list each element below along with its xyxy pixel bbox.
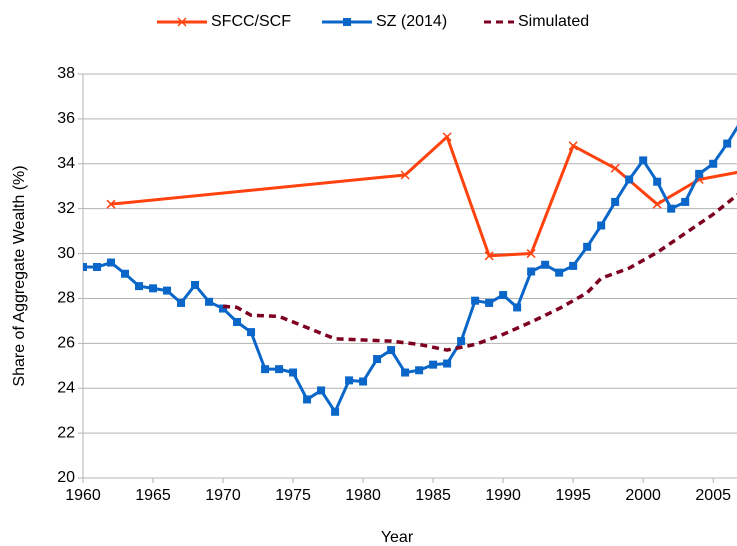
square-marker — [191, 280, 200, 289]
x-marker — [442, 132, 452, 142]
legend-label: Simulated — [518, 13, 589, 30]
x-marker — [106, 199, 116, 209]
square-marker — [555, 268, 564, 277]
x-tick-label: 1980 — [345, 487, 381, 504]
square-marker — [695, 169, 704, 178]
square-marker — [275, 365, 284, 374]
square-marker — [569, 261, 578, 270]
square-marker — [83, 263, 87, 272]
square-marker — [345, 376, 354, 385]
square-marker — [373, 355, 382, 364]
square-marker — [149, 284, 158, 293]
y-tick-label: 30 — [57, 245, 75, 262]
y-tick-label: 38 — [57, 65, 75, 82]
square-marker — [331, 407, 340, 416]
square-marker — [163, 286, 172, 295]
x-tick-label: 1960 — [65, 487, 101, 504]
square-marker — [401, 368, 410, 377]
square-marker — [233, 318, 242, 327]
y-tick-label: 36 — [57, 110, 75, 127]
square-marker — [247, 328, 256, 337]
y-tick-label: 32 — [57, 200, 75, 217]
square-marker — [289, 368, 298, 377]
y-tick-label: 22 — [57, 424, 75, 441]
x-tick-label: 1965 — [135, 487, 171, 504]
x-marker — [484, 251, 494, 261]
square-marker — [527, 267, 536, 276]
square-marker — [343, 18, 351, 26]
square-marker — [709, 159, 718, 168]
square-marker — [205, 297, 214, 306]
x-tick-label: 1975 — [275, 487, 311, 504]
square-marker — [541, 260, 550, 269]
square-marker — [443, 359, 452, 368]
square-marker — [667, 204, 676, 213]
x-marker — [568, 141, 578, 151]
square-marker — [485, 298, 494, 307]
x-marker — [652, 199, 662, 209]
series-line — [110, 135, 737, 258]
square-marker — [135, 282, 144, 291]
square-marker — [457, 337, 466, 346]
square-marker — [583, 242, 592, 251]
x-tick-label: 2000 — [625, 487, 661, 504]
square-marker — [723, 139, 732, 148]
series-line — [222, 192, 737, 352]
x-axis-label: Year — [381, 529, 414, 546]
square-marker — [415, 366, 424, 375]
square-marker — [387, 346, 396, 355]
square-marker — [681, 197, 690, 206]
square-marker — [317, 386, 326, 395]
square-marker — [107, 258, 116, 267]
square-marker — [499, 291, 508, 300]
square-marker — [359, 377, 368, 386]
square-marker — [219, 304, 228, 313]
square-marker — [177, 298, 186, 307]
square-marker — [429, 360, 438, 369]
y-tick-label: 24 — [57, 379, 75, 396]
x-marker — [610, 163, 620, 173]
square-marker — [303, 395, 312, 404]
x-tick-label: 1990 — [485, 487, 521, 504]
x-tick-label: 1985 — [415, 487, 451, 504]
x-marker — [177, 17, 187, 27]
square-marker — [611, 197, 620, 206]
x-tick-label: 1995 — [555, 487, 591, 504]
square-marker — [261, 365, 270, 374]
x-marker — [526, 249, 536, 259]
square-marker — [121, 269, 130, 278]
y-tick-label: 20 — [57, 469, 75, 486]
y-tick-label: 28 — [57, 290, 75, 307]
y-tick-label: 26 — [57, 335, 75, 352]
y-tick-label: 34 — [57, 155, 75, 172]
legend-label: SZ (2014) — [376, 13, 447, 30]
plot-area — [83, 125, 737, 416]
y-axis-label: Share of Aggregate Wealth (%) — [11, 165, 28, 386]
square-marker — [513, 303, 522, 312]
square-marker — [597, 221, 606, 230]
square-marker — [639, 156, 648, 165]
x-marker — [400, 170, 410, 180]
square-marker — [93, 263, 102, 272]
square-marker — [625, 175, 634, 184]
x-tick-label: 1970 — [205, 487, 241, 504]
x-tick-label: 2005 — [695, 487, 731, 504]
square-marker — [471, 296, 480, 305]
square-marker — [653, 177, 662, 186]
legend-label: SFCC/SCF — [211, 13, 291, 30]
series-line — [83, 125, 737, 414]
